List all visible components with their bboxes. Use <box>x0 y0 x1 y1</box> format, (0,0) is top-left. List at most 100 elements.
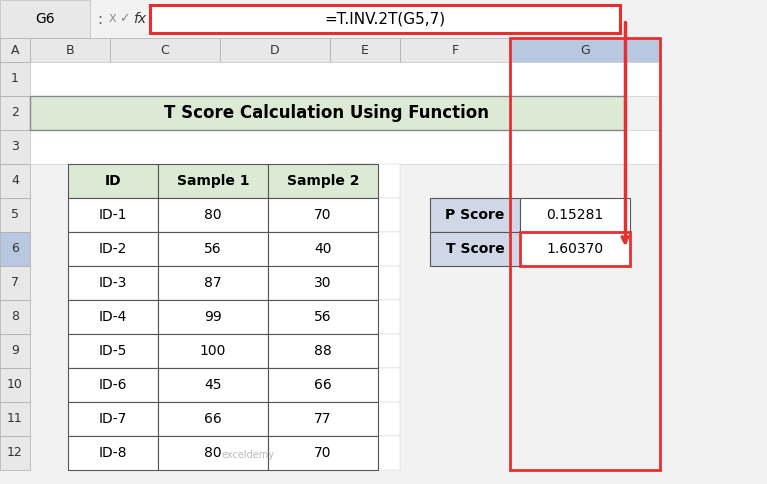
Text: 99: 99 <box>204 310 222 324</box>
Text: 56: 56 <box>204 242 222 256</box>
Text: 0.15281: 0.15281 <box>546 208 604 222</box>
Text: exceldemy: exceldemy <box>222 450 275 460</box>
FancyBboxPatch shape <box>158 266 268 300</box>
FancyBboxPatch shape <box>0 334 30 368</box>
FancyBboxPatch shape <box>0 38 30 62</box>
FancyBboxPatch shape <box>158 436 268 470</box>
Text: A: A <box>11 44 19 57</box>
Text: F: F <box>452 44 459 57</box>
Text: 12: 12 <box>7 447 23 459</box>
Text: 80: 80 <box>204 208 222 222</box>
FancyBboxPatch shape <box>68 266 158 300</box>
Text: 70: 70 <box>314 208 332 222</box>
FancyBboxPatch shape <box>330 232 400 266</box>
FancyBboxPatch shape <box>268 300 378 334</box>
Text: 9: 9 <box>11 345 19 358</box>
FancyBboxPatch shape <box>268 368 378 402</box>
FancyBboxPatch shape <box>158 232 268 266</box>
Text: G: G <box>580 44 590 57</box>
FancyBboxPatch shape <box>330 436 400 470</box>
FancyBboxPatch shape <box>0 300 30 334</box>
FancyBboxPatch shape <box>68 334 158 368</box>
FancyBboxPatch shape <box>0 62 30 96</box>
FancyBboxPatch shape <box>268 266 378 300</box>
FancyBboxPatch shape <box>430 232 520 266</box>
Text: 6: 6 <box>11 242 19 256</box>
Text: 1: 1 <box>11 73 19 86</box>
Text: X: X <box>108 14 116 24</box>
Text: G6: G6 <box>35 12 54 26</box>
FancyBboxPatch shape <box>0 368 30 402</box>
FancyBboxPatch shape <box>430 198 520 232</box>
FancyBboxPatch shape <box>268 232 378 266</box>
FancyBboxPatch shape <box>158 402 268 436</box>
FancyBboxPatch shape <box>30 96 625 130</box>
Text: 5: 5 <box>11 209 19 222</box>
FancyBboxPatch shape <box>268 164 378 198</box>
Text: ID-5: ID-5 <box>99 344 127 358</box>
Text: ID-7: ID-7 <box>99 412 127 426</box>
Text: T Score Calculation Using Function: T Score Calculation Using Function <box>164 104 489 122</box>
FancyBboxPatch shape <box>30 130 660 164</box>
FancyBboxPatch shape <box>0 130 30 164</box>
Text: 11: 11 <box>7 412 23 425</box>
FancyBboxPatch shape <box>0 266 30 300</box>
FancyBboxPatch shape <box>158 300 268 334</box>
FancyBboxPatch shape <box>68 436 158 470</box>
Text: C: C <box>160 44 170 57</box>
FancyBboxPatch shape <box>0 232 30 266</box>
Text: 45: 45 <box>204 378 222 392</box>
Text: ID-1: ID-1 <box>99 208 127 222</box>
Text: 40: 40 <box>314 242 332 256</box>
Text: 80: 80 <box>204 446 222 460</box>
Text: 56: 56 <box>314 310 332 324</box>
Text: 1.60370: 1.60370 <box>546 242 604 256</box>
Text: ✓: ✓ <box>119 13 130 26</box>
Text: 66: 66 <box>314 378 332 392</box>
Text: 3: 3 <box>11 140 19 153</box>
FancyBboxPatch shape <box>520 232 630 266</box>
Text: 70: 70 <box>314 446 332 460</box>
Text: :: : <box>97 12 103 27</box>
FancyBboxPatch shape <box>0 0 90 38</box>
FancyBboxPatch shape <box>330 402 400 436</box>
FancyBboxPatch shape <box>400 38 510 62</box>
FancyBboxPatch shape <box>330 38 400 62</box>
Text: ID: ID <box>104 174 121 188</box>
FancyBboxPatch shape <box>268 436 378 470</box>
Text: ID-3: ID-3 <box>99 276 127 290</box>
Text: 8: 8 <box>11 311 19 323</box>
Text: Sample 1: Sample 1 <box>176 174 249 188</box>
Text: Sample 2: Sample 2 <box>287 174 359 188</box>
Text: 87: 87 <box>204 276 222 290</box>
Text: 66: 66 <box>204 412 222 426</box>
FancyBboxPatch shape <box>68 368 158 402</box>
Text: 100: 100 <box>200 344 226 358</box>
FancyBboxPatch shape <box>68 232 158 266</box>
FancyBboxPatch shape <box>0 198 30 232</box>
FancyBboxPatch shape <box>220 38 330 62</box>
FancyBboxPatch shape <box>330 266 400 300</box>
Text: 10: 10 <box>7 378 23 392</box>
FancyBboxPatch shape <box>68 164 158 198</box>
FancyBboxPatch shape <box>330 300 400 334</box>
Text: ID-8: ID-8 <box>99 446 127 460</box>
Text: 88: 88 <box>314 344 332 358</box>
FancyBboxPatch shape <box>0 96 30 130</box>
Text: 77: 77 <box>314 412 332 426</box>
FancyBboxPatch shape <box>68 402 158 436</box>
Text: ID-4: ID-4 <box>99 310 127 324</box>
FancyBboxPatch shape <box>510 38 660 62</box>
FancyBboxPatch shape <box>330 368 400 402</box>
FancyBboxPatch shape <box>268 334 378 368</box>
FancyBboxPatch shape <box>330 198 400 232</box>
FancyBboxPatch shape <box>30 62 660 96</box>
FancyBboxPatch shape <box>30 38 110 62</box>
FancyBboxPatch shape <box>110 38 220 62</box>
FancyBboxPatch shape <box>268 402 378 436</box>
Text: 30: 30 <box>314 276 332 290</box>
Text: ID-2: ID-2 <box>99 242 127 256</box>
Text: D: D <box>270 44 280 57</box>
FancyBboxPatch shape <box>268 198 378 232</box>
FancyBboxPatch shape <box>0 436 30 470</box>
